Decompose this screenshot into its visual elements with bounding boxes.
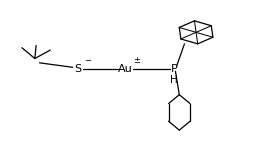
Text: P: P [171, 64, 178, 73]
Text: H: H [170, 75, 178, 85]
Text: −: − [84, 56, 91, 65]
Text: Au: Au [118, 64, 133, 73]
Text: S: S [74, 64, 81, 73]
Text: ±: ± [133, 56, 140, 65]
